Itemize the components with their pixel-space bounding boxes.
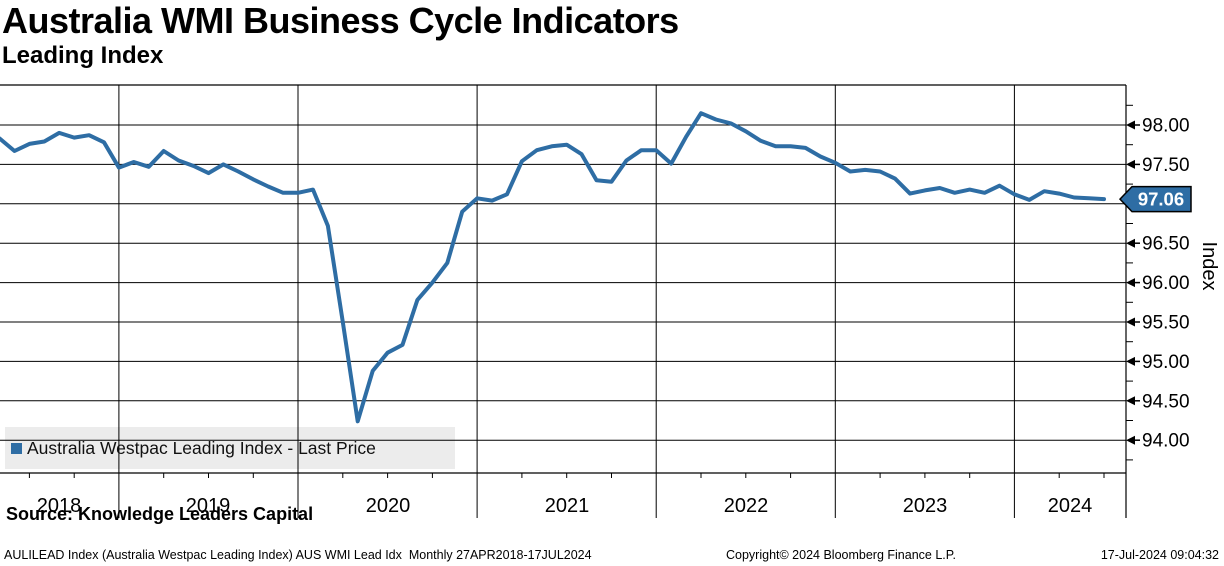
footer-copyright: Copyright© 2024 Bloomberg Finance L.P. xyxy=(726,548,956,562)
y-tick-arrow-icon xyxy=(1126,120,1135,130)
y-tick-arrow-icon xyxy=(1126,356,1135,366)
footer-description: AULILEAD Index (Australia Westpac Leadin… xyxy=(4,548,592,562)
x-axis-year-label: 2020 xyxy=(366,495,411,517)
x-axis-year-label: 2023 xyxy=(903,495,948,517)
x-axis-year-label: 2021 xyxy=(545,495,590,517)
y-tick-arrow-icon xyxy=(1126,317,1135,327)
y-tick-label: 95.00 xyxy=(1142,352,1190,373)
y-tick-arrow-icon xyxy=(1126,396,1135,406)
x-axis-year-label: 2022 xyxy=(724,495,769,517)
y-tick-label: 98.00 xyxy=(1142,116,1190,137)
x-axis-year-label: 2019 xyxy=(186,495,231,517)
chart-title: Australia WMI Business Cycle Indicators xyxy=(2,0,679,41)
y-tick-label: 95.50 xyxy=(1142,313,1190,334)
y-tick-label: 96.00 xyxy=(1142,273,1190,294)
y-tick-label: 96.50 xyxy=(1142,234,1190,255)
y-tick-arrow-icon xyxy=(1126,159,1135,169)
y-tick-arrow-icon xyxy=(1126,238,1135,248)
last-price-label: 97.06 xyxy=(1138,188,1184,209)
y-tick-label: 94.00 xyxy=(1142,431,1190,452)
y-tick-arrow-icon xyxy=(1126,278,1135,288)
last-price-badge xyxy=(1118,185,1192,213)
price-line xyxy=(0,111,1106,424)
source-line: Source: Knowledge Leaders Capital xyxy=(6,504,314,524)
legend-swatch-icon xyxy=(11,442,22,454)
footer-timestamp: 17-Jul-2024 09:04:32 xyxy=(1100,548,1219,562)
x-axis-year-label: 2024 xyxy=(1048,495,1093,517)
chart-subtitle: Leading Index xyxy=(2,42,164,69)
y-axis-title: Index xyxy=(1198,242,1220,291)
y-tick-label: 94.50 xyxy=(1142,391,1190,412)
x-axis-year-label: 2018 xyxy=(37,495,82,517)
y-tick-arrow-icon xyxy=(1126,435,1135,445)
y-tick-label: 97.50 xyxy=(1142,155,1190,176)
legend: Australia Westpac Leading Index - Last P… xyxy=(11,427,376,469)
legend-background xyxy=(5,427,455,469)
legend-label: Australia Westpac Leading Index - Last P… xyxy=(27,437,376,458)
